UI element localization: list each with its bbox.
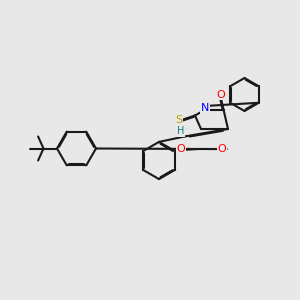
Text: N: N — [201, 103, 209, 113]
Text: S: S — [176, 115, 183, 125]
Text: O: O — [177, 144, 185, 154]
Text: O: O — [216, 89, 225, 100]
Text: H: H — [177, 126, 184, 136]
Text: O: O — [217, 144, 226, 154]
